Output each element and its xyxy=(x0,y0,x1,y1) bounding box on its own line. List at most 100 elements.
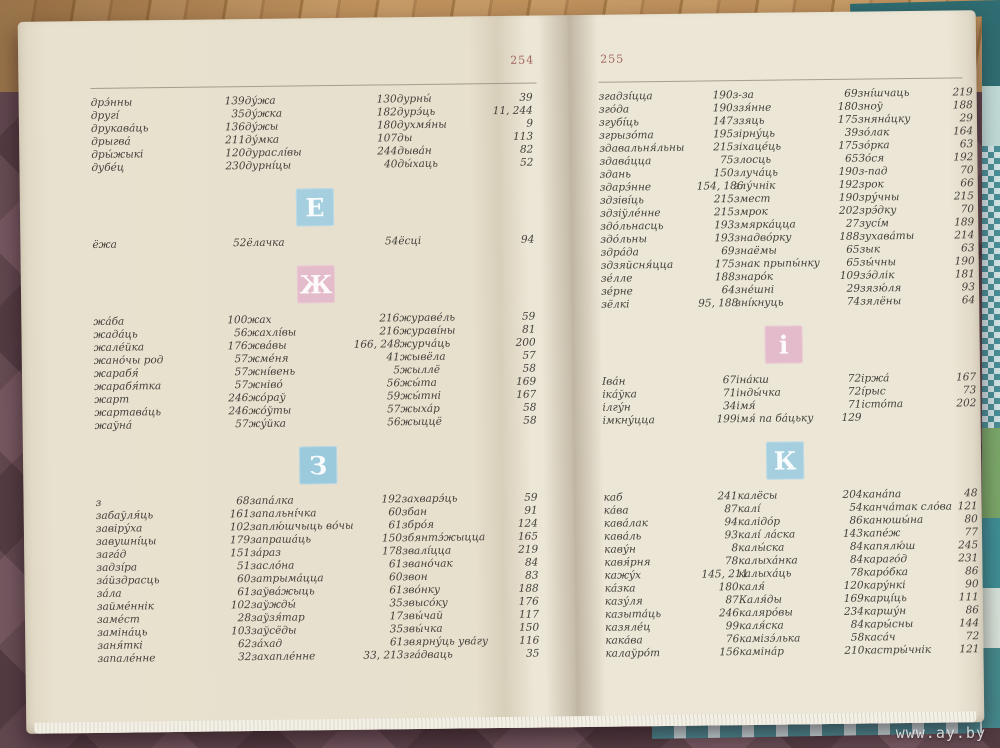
entry-page: 145, 211 xyxy=(701,567,749,581)
entry-page: 64 xyxy=(961,294,976,307)
entry-page: 86 xyxy=(965,565,979,578)
entry-word: духмя́ны xyxy=(396,118,447,132)
entry-word: запраша́ць xyxy=(249,533,312,547)
entry-word: ка́зка xyxy=(604,582,636,595)
entry-page: 71 xyxy=(847,398,862,411)
entry-page: 176 xyxy=(518,595,539,608)
section-letter-glyph: К xyxy=(773,445,797,476)
entry-word: дурні́цы xyxy=(245,159,292,173)
entry-word: ду́мка xyxy=(245,133,280,147)
entry-page: 81 xyxy=(522,323,536,336)
entry-word: зусі́м xyxy=(859,217,890,230)
entry-word: дурэ́ць xyxy=(396,105,436,119)
entry-page: 182 xyxy=(376,106,397,119)
entry-page: 17 xyxy=(389,610,404,623)
entry-word: зрок xyxy=(858,178,884,191)
entry-word: кажу́х xyxy=(604,569,642,582)
entry-page: 94 xyxy=(724,516,738,529)
entry-word: зялёны xyxy=(860,295,902,308)
entry-word: засло́на xyxy=(250,559,295,573)
entry-page: 29 xyxy=(959,112,974,125)
entry-page: 130 xyxy=(376,93,397,106)
entry-page: 58 xyxy=(522,401,537,414)
entry-page: 190 xyxy=(838,165,859,178)
entry-page: 56 xyxy=(386,377,401,390)
entry-page: 169 xyxy=(516,375,537,388)
entry-page: 84 xyxy=(849,540,864,553)
entry-word: казыта́ць xyxy=(604,608,662,621)
entry-word: ду́жка xyxy=(244,107,283,121)
entry-page: 52 xyxy=(232,237,247,250)
entry-word: каро́бка xyxy=(863,566,909,579)
section-letter-glyph: З xyxy=(308,450,328,480)
entry-word: затрыма́цца xyxy=(250,572,324,586)
entry-page: 29 xyxy=(846,282,861,295)
entry-page: 190 xyxy=(712,102,733,115)
index-block-i-entries: Іва́н 67 іна́кш 72 іржа́ 167 іка́ўка 71 інды́чка… xyxy=(602,371,976,427)
entry-word: калаўро́т xyxy=(605,647,661,660)
entry-word: здра́да xyxy=(600,246,639,259)
entry-word: звон xyxy=(402,570,428,584)
entry-page: 189 xyxy=(954,216,975,229)
entry-page: 69 xyxy=(844,87,858,100)
entry-page: 59 xyxy=(386,390,401,403)
entry-page: 72 xyxy=(965,630,980,643)
entry-page: 8 xyxy=(731,542,739,555)
entry-word: здзіві́ць xyxy=(599,194,644,207)
entry-page: 93 xyxy=(724,529,739,542)
entry-page: 64 xyxy=(721,284,736,297)
entry-page: 63 xyxy=(961,242,975,255)
entry-page: 11, 244 xyxy=(492,104,533,118)
entry-page: 234 xyxy=(843,605,865,618)
entry-word: іка́ўка xyxy=(602,388,637,401)
entry-page: 72 xyxy=(847,372,862,385)
entry-page: 246 xyxy=(228,405,249,418)
entry-page: 39 xyxy=(844,126,859,139)
entry-page: 147 xyxy=(712,115,734,128)
entry-word: жніво́ xyxy=(248,378,283,392)
entry-word: зе́рне xyxy=(600,285,633,298)
entry-word: збянтэ́жыцца xyxy=(401,531,486,545)
entry-word: ды́хаць xyxy=(397,157,438,171)
entry-word: зго́да xyxy=(598,103,630,116)
entry-word: за́раз xyxy=(250,546,281,560)
entry-page: 35 xyxy=(525,647,540,660)
entry-word: жы́та xyxy=(400,376,437,390)
entry-page: 99 xyxy=(725,620,740,633)
entry-word: істо́та xyxy=(861,398,904,411)
entry-page: 34 xyxy=(722,400,737,413)
index-row: ёжа 52 ёлачка 54 ёсці 94 xyxy=(92,234,538,252)
entry-page: 210 xyxy=(844,644,865,657)
entry-page: 245 xyxy=(958,539,979,552)
entry-page: 57 xyxy=(235,418,249,431)
entry-page: 156 xyxy=(719,646,740,659)
entry-word: зо́лак xyxy=(858,126,890,139)
entry-page: 120 xyxy=(843,579,864,592)
watermark: www.ay.by xyxy=(895,724,986,742)
entry-page: 167 xyxy=(516,388,537,401)
entry-page: 57 xyxy=(522,349,536,362)
entry-page: 109 xyxy=(839,269,860,282)
entry-word: імя́ xyxy=(736,399,756,413)
entry-word: імя́ па ба́цьку xyxy=(736,412,814,426)
entry-page: 27 xyxy=(845,217,860,230)
entry-page: 100 xyxy=(227,314,248,327)
book-spine-segment xyxy=(982,16,1000,86)
entry-word: каля́ xyxy=(738,580,765,594)
entry-page: 150 xyxy=(381,532,403,545)
entry-word: ёлачка xyxy=(246,236,285,250)
entry-page: 83 xyxy=(525,569,539,582)
entry-page: 72 xyxy=(847,385,862,398)
entry-page: 91 xyxy=(524,504,538,517)
entry-word: ду́жы xyxy=(244,120,279,134)
entry-page: 193 xyxy=(714,232,735,245)
entry-page: 136 xyxy=(224,121,246,134)
entry-word: звалі́цца xyxy=(402,544,452,558)
entry-page: 35 xyxy=(231,108,245,121)
entry-page: 154, 186 xyxy=(696,180,744,193)
entry-page: 113 xyxy=(513,130,534,143)
entry-page: 246 xyxy=(718,607,740,620)
entry-page: 56 xyxy=(234,327,248,340)
entry-page: 144 xyxy=(958,617,980,630)
entry-word: жні́вень xyxy=(247,365,296,379)
